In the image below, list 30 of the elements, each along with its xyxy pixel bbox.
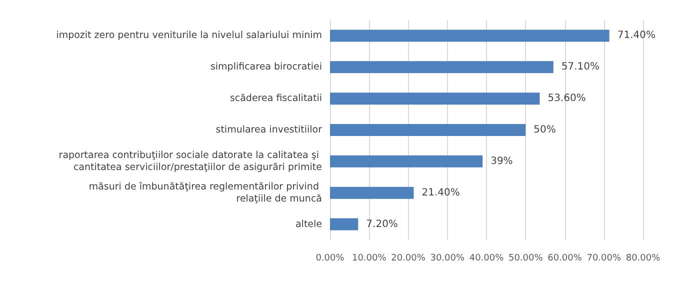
data-label: 7.20% bbox=[366, 218, 398, 230]
data-label: 57.10% bbox=[561, 62, 600, 73]
bar bbox=[330, 186, 414, 199]
data-label: 21.40% bbox=[422, 187, 460, 198]
x-tick-label: 20.00% bbox=[391, 254, 426, 264]
y-tick-label: simplificarea birocratiei bbox=[210, 62, 322, 73]
y-tick-label: măsuri de îmbunătăţirea reglementărilor privind relaţiile de muncă bbox=[88, 181, 322, 204]
x-tick-label: 10.00% bbox=[352, 254, 387, 264]
x-tick-label: 80.00% bbox=[626, 254, 661, 264]
y-tick-label: altele bbox=[295, 218, 322, 230]
y-tick-label: impozit zero pentru veniturile la nivelul salariului minim bbox=[56, 30, 322, 42]
bar bbox=[330, 92, 540, 105]
y-tick-label: stimularea investitiilor bbox=[216, 124, 322, 136]
x-tick-label: 60.00% bbox=[548, 254, 582, 264]
x-tick-label: 0.00% bbox=[316, 254, 345, 264]
x-tick-label: 70.00% bbox=[586, 254, 622, 264]
bar bbox=[330, 61, 554, 74]
x-tick-label: 30.00% bbox=[430, 254, 465, 264]
data-label: 71.40% bbox=[617, 30, 656, 42]
bar bbox=[330, 30, 610, 42]
y-tick-label: scăderea fiscalitatii bbox=[230, 93, 322, 104]
data-label: 50% bbox=[534, 124, 556, 136]
x-tick-label: 40.00% bbox=[469, 254, 504, 264]
bar bbox=[330, 124, 526, 136]
data-label: 39% bbox=[490, 156, 513, 167]
data-label: 53.60% bbox=[548, 93, 586, 104]
x-tick-label: 50.00% bbox=[508, 254, 544, 264]
bar bbox=[330, 155, 483, 168]
bar bbox=[330, 218, 358, 230]
y-tick-label: raportarea contribuţiilor sociale datorate la calitatea şi cantitatea serviciilor/prestaţiilor de asigurări primite bbox=[58, 150, 322, 173]
